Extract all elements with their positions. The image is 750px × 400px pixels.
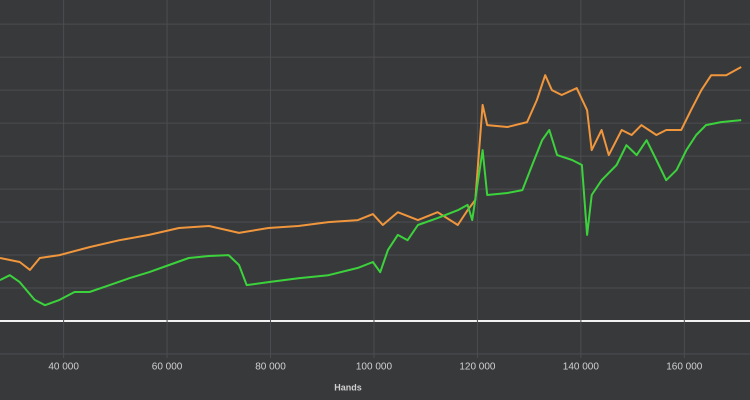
series-line	[0, 66, 742, 271]
x-tick-label: 140 000	[563, 362, 600, 373]
x-tick-label: 160 000	[666, 362, 703, 373]
x-tick-label: 40 000	[48, 362, 79, 373]
x-tick-label: 80 000	[255, 362, 286, 373]
x-tick-label: 120 000	[459, 362, 496, 373]
x-axis-label: Hands	[334, 382, 362, 392]
x-tick-label: 100 000	[356, 362, 393, 373]
series-line	[0, 119, 742, 307]
x-tick-label: 60 000	[152, 362, 183, 373]
